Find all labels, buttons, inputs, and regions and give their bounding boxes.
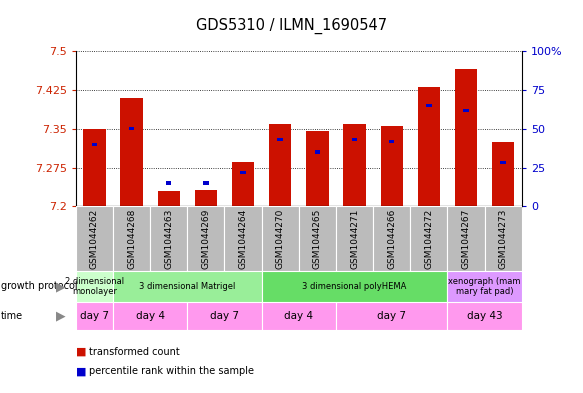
Text: growth protocol: growth protocol bbox=[1, 281, 78, 292]
Text: GSM1044265: GSM1044265 bbox=[313, 208, 322, 269]
Bar bbox=[484, 206, 522, 271]
Text: day 43: day 43 bbox=[467, 311, 503, 321]
Bar bbox=[262, 206, 298, 271]
Text: ▶: ▶ bbox=[56, 280, 65, 293]
Text: day 7: day 7 bbox=[80, 311, 109, 321]
Bar bbox=[195, 190, 217, 206]
Bar bbox=[298, 206, 336, 271]
Bar bbox=[157, 191, 180, 206]
Bar bbox=[113, 206, 150, 271]
Bar bbox=[269, 123, 292, 206]
Text: xenograph (mam
mary fat pad): xenograph (mam mary fat pad) bbox=[448, 277, 521, 296]
Bar bbox=[187, 206, 224, 271]
Text: GSM1044268: GSM1044268 bbox=[127, 208, 136, 269]
Text: GSM1044269: GSM1044269 bbox=[201, 208, 210, 269]
Bar bbox=[113, 302, 187, 330]
Bar bbox=[500, 161, 506, 164]
Bar bbox=[417, 87, 440, 206]
Text: time: time bbox=[1, 311, 23, 321]
Text: day 7: day 7 bbox=[377, 311, 406, 321]
Bar bbox=[463, 108, 469, 112]
Text: day 7: day 7 bbox=[210, 311, 239, 321]
Text: ■: ■ bbox=[76, 366, 86, 376]
Bar bbox=[447, 206, 484, 271]
Bar bbox=[381, 126, 403, 206]
Text: 3 dimensional polyHEMA: 3 dimensional polyHEMA bbox=[303, 282, 407, 291]
Text: GSM1044263: GSM1044263 bbox=[164, 208, 173, 269]
Bar bbox=[389, 140, 395, 143]
Text: GSM1044270: GSM1044270 bbox=[276, 208, 285, 269]
Bar bbox=[76, 206, 113, 271]
Bar bbox=[315, 151, 320, 154]
Text: GSM1044266: GSM1044266 bbox=[387, 208, 396, 269]
Text: transformed count: transformed count bbox=[89, 347, 180, 357]
Bar bbox=[76, 271, 113, 302]
Bar bbox=[410, 206, 447, 271]
Text: day 4: day 4 bbox=[285, 311, 313, 321]
Text: 3 dimensional Matrigel: 3 dimensional Matrigel bbox=[139, 282, 236, 291]
Bar bbox=[262, 271, 447, 302]
Bar bbox=[120, 97, 143, 206]
Bar bbox=[113, 271, 262, 302]
Bar bbox=[447, 271, 522, 302]
Text: GSM1044264: GSM1044264 bbox=[238, 208, 248, 268]
Text: GSM1044271: GSM1044271 bbox=[350, 208, 359, 269]
Bar bbox=[426, 104, 431, 107]
Text: percentile rank within the sample: percentile rank within the sample bbox=[89, 366, 254, 376]
Bar bbox=[336, 206, 373, 271]
Bar bbox=[166, 182, 171, 185]
Text: 2 dimensional
monolayer: 2 dimensional monolayer bbox=[65, 277, 124, 296]
Bar bbox=[447, 302, 522, 330]
Bar bbox=[224, 206, 262, 271]
Bar bbox=[492, 141, 514, 206]
Bar bbox=[262, 302, 336, 330]
Bar bbox=[373, 206, 410, 271]
Bar bbox=[92, 143, 97, 146]
Bar bbox=[306, 131, 328, 206]
Text: GSM1044267: GSM1044267 bbox=[462, 208, 470, 269]
Bar bbox=[232, 162, 254, 206]
Bar bbox=[352, 138, 357, 141]
Text: GSM1044272: GSM1044272 bbox=[424, 208, 433, 268]
Bar bbox=[278, 138, 283, 141]
Bar bbox=[83, 129, 106, 206]
Text: GSM1044262: GSM1044262 bbox=[90, 208, 99, 268]
Text: ▶: ▶ bbox=[56, 309, 65, 323]
Bar bbox=[129, 127, 134, 130]
Bar bbox=[343, 123, 366, 206]
Bar bbox=[187, 302, 262, 330]
Text: ■: ■ bbox=[76, 347, 86, 357]
Bar bbox=[336, 302, 447, 330]
Bar bbox=[76, 302, 113, 330]
Bar bbox=[240, 171, 246, 174]
Text: GSM1044273: GSM1044273 bbox=[498, 208, 508, 269]
Text: GDS5310 / ILMN_1690547: GDS5310 / ILMN_1690547 bbox=[196, 18, 387, 34]
Bar bbox=[203, 182, 209, 185]
Bar bbox=[455, 69, 477, 206]
Bar bbox=[150, 206, 187, 271]
Text: day 4: day 4 bbox=[136, 311, 164, 321]
